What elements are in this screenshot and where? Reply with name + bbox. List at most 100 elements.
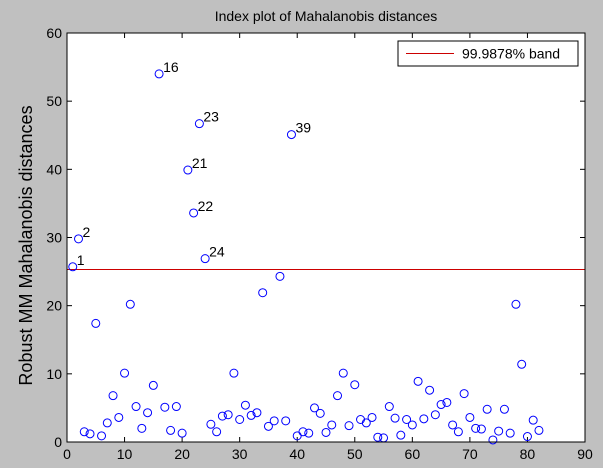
data-points	[68, 69, 544, 445]
point-label: 21	[192, 155, 208, 171]
data-point	[459, 389, 469, 399]
data-point	[396, 430, 406, 440]
x-tick-label: 50	[347, 446, 363, 462]
data-point	[281, 416, 291, 426]
data-point	[511, 299, 521, 309]
data-point	[476, 424, 486, 434]
data-point	[384, 402, 394, 412]
data-point	[286, 130, 296, 140]
data-point	[137, 423, 147, 433]
data-point	[183, 165, 193, 175]
data-point	[298, 427, 308, 437]
data-point	[499, 404, 509, 414]
point-label: 39	[295, 120, 311, 136]
data-point	[223, 410, 233, 420]
data-point	[494, 426, 504, 436]
data-point	[309, 403, 319, 413]
data-point	[425, 385, 435, 395]
data-point	[200, 254, 210, 264]
data-point	[91, 318, 101, 328]
x-tick-label: 90	[577, 446, 593, 462]
data-point	[154, 69, 164, 79]
data-point	[321, 427, 331, 437]
data-point	[189, 208, 199, 218]
data-point	[148, 380, 158, 390]
point-label: 24	[209, 244, 225, 260]
data-point	[269, 416, 279, 426]
point-annotations: 1 2 16 21 22 23 24 39	[77, 59, 311, 268]
data-point	[402, 415, 412, 425]
data-point	[263, 421, 273, 431]
y-tick-label: 60	[46, 25, 62, 41]
x-tick-label: 80	[520, 446, 536, 462]
data-point	[160, 402, 170, 412]
point-label: 22	[198, 198, 214, 214]
point-label: 16	[163, 59, 179, 75]
y-tick-label: 0	[54, 434, 62, 450]
data-point	[413, 376, 423, 386]
data-point	[166, 425, 176, 435]
data-point	[436, 400, 446, 410]
data-point	[407, 420, 417, 430]
x-tick-label: 0	[63, 446, 71, 462]
data-point	[85, 429, 95, 439]
data-point	[229, 368, 239, 378]
y-tick-label: 30	[46, 230, 62, 246]
data-point	[471, 423, 481, 433]
data-point	[419, 414, 429, 424]
data-point	[465, 412, 475, 422]
data-point	[206, 419, 216, 429]
plot-area	[67, 33, 585, 442]
legend-label: 99.9878% band	[462, 46, 560, 62]
data-point	[488, 435, 498, 445]
data-point	[430, 410, 440, 420]
data-point	[517, 359, 527, 369]
data-point	[367, 412, 377, 422]
y-tick-label: 10	[46, 366, 62, 382]
data-point	[177, 428, 187, 438]
data-point	[235, 415, 245, 425]
data-point	[108, 391, 118, 401]
x-tick-label: 10	[117, 446, 133, 462]
point-label: 2	[83, 224, 91, 240]
axis-ticks: 0 10 20 30 40 50 60 70 80 90 0 10 20 30 40 50 60	[46, 25, 593, 462]
y-tick-label: 20	[46, 298, 62, 314]
data-point	[131, 402, 141, 412]
x-tick-label: 30	[232, 446, 248, 462]
data-point	[448, 420, 458, 430]
data-point	[68, 262, 78, 272]
data-point	[252, 408, 262, 418]
y-axis-label: Robust MM Mahalanobis distances	[16, 105, 36, 385]
chart-title: Index plot of Mahalanobis distances	[215, 8, 438, 24]
data-point	[534, 425, 544, 435]
y-tick-label: 40	[46, 161, 62, 177]
data-point	[327, 420, 337, 430]
data-point	[194, 119, 204, 129]
x-tick-label: 40	[289, 446, 305, 462]
data-point	[275, 271, 285, 281]
data-point	[171, 402, 181, 412]
point-label: 1	[77, 252, 85, 268]
data-point	[79, 427, 89, 437]
data-point	[212, 427, 222, 437]
x-tick-label: 20	[174, 446, 190, 462]
data-point	[97, 431, 107, 441]
data-point	[361, 418, 371, 428]
point-label: 23	[203, 109, 219, 125]
data-point	[315, 408, 325, 418]
data-point	[344, 421, 354, 431]
data-point	[453, 427, 463, 437]
data-point	[373, 432, 383, 442]
data-point	[522, 432, 532, 442]
data-point	[240, 400, 250, 410]
data-point	[304, 428, 314, 438]
data-point	[217, 411, 227, 421]
data-point	[350, 380, 360, 390]
data-point	[102, 418, 112, 428]
data-point	[74, 234, 84, 244]
data-point	[333, 391, 343, 401]
x-tick-label: 60	[405, 446, 421, 462]
data-point	[258, 288, 268, 298]
data-point	[125, 299, 135, 309]
